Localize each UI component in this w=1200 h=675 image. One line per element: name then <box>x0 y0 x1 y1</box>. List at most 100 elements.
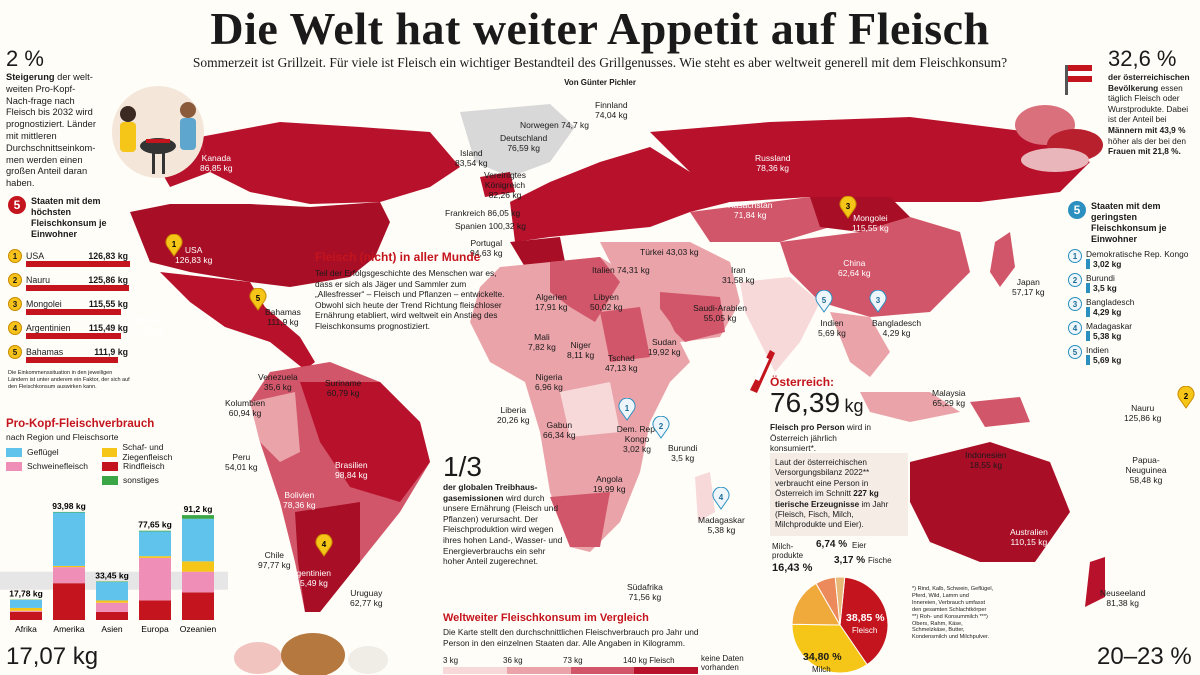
top5-row: 4 Argentinien 115,49 kg <box>8 316 132 340</box>
map-label-value: 74,7 kg <box>561 120 590 130</box>
country-value: 115,55 kg <box>88 299 128 309</box>
bottom-left-value: 17,07 kg <box>6 643 99 670</box>
map-label-name: Deutschland <box>500 133 548 143</box>
right-fact-bold: der österreichischen Bevölkerung <box>1108 72 1190 93</box>
map-label-value: 20,26 kg <box>497 415 530 425</box>
map-label-value: 19,92 kg <box>648 347 681 357</box>
bar-segment <box>96 581 128 583</box>
map-label-name: Gabun <box>546 420 573 430</box>
legend-label: Geflügel <box>27 447 59 457</box>
comparison-title: Weltweiter Fleischkonsum im Vergleich <box>443 612 649 624</box>
map-label-name: Saudi-Arabien <box>693 303 747 313</box>
map-label-value: 74,31 kg <box>617 265 650 275</box>
se-asia-shape <box>830 312 890 377</box>
top5-note: Die Einkommenssituation in den jeweilige… <box>8 370 130 390</box>
austria-detail-text2: im Jahr (Fleisch, Fisch, Milch, Milchpro… <box>775 499 889 530</box>
map-label-name: Bangladesch <box>872 318 922 328</box>
legend-item: Rindfleisch <box>102 459 212 473</box>
map-label-value: 75,42 kg <box>130 325 163 335</box>
map-label-name: Finnland <box>595 100 628 110</box>
map-label-name: Dem. Rep. Kongo <box>616 424 658 444</box>
bar-segment <box>182 518 214 562</box>
mexico-shape <box>160 272 315 370</box>
map-label-value: 57,17 kg <box>1012 287 1045 297</box>
argentina-shape <box>295 502 360 612</box>
bar-segment <box>53 567 85 584</box>
top5-bar <box>26 285 129 291</box>
mongolia-shape <box>810 197 910 232</box>
pie-value-fleisch: 38,85 % <box>846 612 885 624</box>
map-label-name: Norwegen <box>520 120 559 130</box>
country-name: Madagaskar <box>1086 321 1133 331</box>
bar-chart-legend: Geflügel Schaf- und Ziegenfleisch Schwei… <box>6 442 224 487</box>
bar-chart-header: Pro-Kopf-Fleischverbrauch nach Region un… <box>6 418 224 487</box>
map-label-name: Suriname <box>325 378 362 388</box>
pie-value-fische: 3,17 % <box>834 555 866 566</box>
country-value: 115,49 kg <box>88 323 128 333</box>
bar-chart-subtitle: nach Region und Fleischsorte <box>6 432 119 442</box>
bar-segment <box>53 512 85 566</box>
legend-item: Geflügel <box>6 445 102 459</box>
legend-label: Rindfleisch <box>123 461 165 471</box>
right-fact-text2: höher als der bei den <box>1108 135 1186 146</box>
austria-text: wird in Österreich jährlich konsumiert*. <box>770 422 871 453</box>
rank-badge: 3 <box>1068 297 1082 311</box>
bar-category-label: Asien <box>101 624 123 634</box>
bar-segment <box>96 611 128 620</box>
footnotes: *) Rind, Kalb, Schwein, Geflügel, Pferd,… <box>912 586 994 641</box>
bottom5-box: 5 Staaten mit dem geringsten Fleischkons… <box>1068 201 1196 369</box>
pie-chart <box>791 576 889 674</box>
top5-row: 3 Mongolei 115,55 kg <box>8 292 132 316</box>
map-label-name: Libyen <box>593 292 619 302</box>
austria-box: Österreich: 76,39 kg Fleisch pro Person … <box>770 375 885 454</box>
pie-slice <box>839 576 889 666</box>
map-label-name: Portugal <box>470 238 503 248</box>
bar-segment <box>182 561 214 572</box>
japan-shape <box>990 232 1015 287</box>
map-label-name: Mongolei <box>853 213 888 223</box>
map-label-name: USA <box>184 245 203 255</box>
austria-flag-icon <box>750 350 775 393</box>
bar-segment <box>10 599 42 608</box>
rank-badge: 4 <box>8 321 22 335</box>
country-value: 125,86 kg <box>88 275 128 285</box>
europe-shape <box>510 147 690 242</box>
scale-gradient <box>443 667 698 674</box>
map-label-value: 126,83 kg <box>175 255 213 265</box>
article-text: Teil der Erfolgsgeschichte des Menschen … <box>315 268 505 331</box>
article-title: Fleisch (nicht) in aller Munde <box>315 250 481 264</box>
map-label-value: 110,15 kg <box>1010 537 1048 547</box>
svg-text:3: 3 <box>876 296 881 305</box>
map-label-value: 17,91 kg <box>535 302 568 312</box>
peru-shape <box>250 392 300 462</box>
bar-category-label: Afrika <box>15 624 37 634</box>
australia-shape <box>910 442 1070 562</box>
top5-row: 5 Bahamas 111,9 kg <box>8 340 132 364</box>
bottom5-row: 1 Demokratische Rep. Kongo 3,02 kg <box>1068 249 1196 269</box>
bar-total-label: 93,98 kg <box>52 501 86 511</box>
bar-segment <box>53 511 85 513</box>
map-label-name: Frankreich <box>445 208 486 218</box>
map-label-name: Liberia <box>500 405 527 415</box>
new-zealand-shape <box>1085 557 1105 607</box>
pie-value-eier: 6,74 % <box>816 539 848 550</box>
no-data-label: keine Daten vorhanden <box>701 654 744 672</box>
map-label-value: 71,56 kg <box>628 592 662 602</box>
map-label-value: 8,11 kg <box>567 350 595 360</box>
map-label-name: Mexiko <box>132 315 160 325</box>
bar-total-label: 17,78 kg <box>9 589 43 599</box>
right-fact-bold2: Männern mit 43,9 % <box>1108 124 1186 135</box>
legend-label: sonstiges <box>123 475 159 485</box>
map-label-name: Chile <box>264 550 284 560</box>
rank-badge: 1 <box>8 249 22 263</box>
pie-label-eier: Eier <box>852 541 867 550</box>
country-name: Demokratische Rep. Kongo <box>1086 249 1189 259</box>
rank-badge: 5 <box>1068 345 1082 359</box>
map-label-value: 3,02 kg <box>623 444 651 454</box>
pin-bahamas-icon: 5 <box>249 288 267 311</box>
map-label-name: Kanada <box>201 153 231 163</box>
bottom5-row: 5 Indien 5,69 kg <box>1068 345 1196 365</box>
top5-row: 2 Nauru 125,86 kg <box>8 268 132 292</box>
map-label-value: 71,84 kg <box>733 210 767 220</box>
map-label-value: 55,05 kg <box>703 313 737 323</box>
